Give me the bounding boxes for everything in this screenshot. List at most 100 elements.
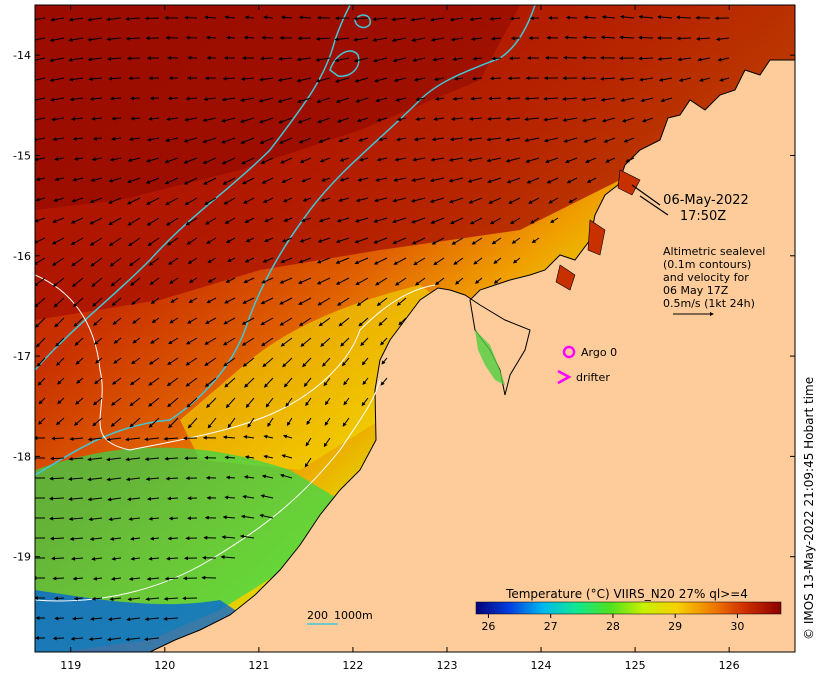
current-arrow [49, 516, 65, 521]
current-arrow [207, 277, 217, 283]
current-arrow [600, 76, 616, 81]
current-arrow [52, 636, 65, 641]
current-arrow [144, 617, 160, 622]
current-arrow [240, 514, 255, 519]
current-arrow [262, 257, 274, 263]
current-arrow [144, 637, 160, 642]
current-arrow [221, 157, 236, 165]
current-arrow [489, 16, 502, 21]
current-arrow [393, 177, 407, 182]
current-arrow [91, 277, 103, 287]
current-arrow [281, 237, 293, 243]
contour-200m [35, 5, 536, 476]
current-arrow [243, 197, 255, 204]
current-arrow [334, 57, 350, 63]
current-arrow [358, 317, 369, 327]
current-arrow [35, 37, 46, 42]
current-arrow [638, 35, 654, 40]
current-arrow [148, 116, 160, 121]
current-arrow [72, 177, 84, 182]
current-arrow [452, 96, 464, 101]
current-arrow [225, 397, 236, 409]
current-arrow [35, 117, 46, 122]
current-arrow [164, 456, 179, 461]
current-arrow [282, 434, 293, 439]
current-arrow [431, 237, 445, 245]
current-arrow [93, 317, 103, 326]
current-arrow [95, 357, 103, 364]
y-tick-label: -17 [13, 350, 31, 363]
current-arrow [109, 257, 122, 267]
current-arrow [109, 96, 122, 101]
current-arrow [225, 237, 236, 243]
current-arrow [467, 137, 483, 142]
colorbar-tick-label: 30 [730, 620, 744, 633]
argo-marker-icon [562, 345, 576, 359]
current-arrow [376, 297, 388, 307]
current-arrow [338, 137, 350, 143]
current-arrow [260, 56, 274, 61]
current-arrow [203, 97, 217, 102]
current-arrow [92, 417, 103, 427]
current-arrow [108, 76, 122, 81]
current-arrow [76, 377, 84, 384]
current-arrow [583, 137, 597, 143]
coastal-islands [555, 169, 641, 291]
current-arrow [242, 297, 255, 304]
current-arrow [658, 77, 673, 82]
current-arrow [37, 417, 46, 425]
current-arrow [71, 277, 84, 288]
x-axis: 119 120 121 122 123 124 125 126 [60, 5, 740, 672]
current-arrow [220, 555, 236, 560]
current-arrow [73, 596, 84, 601]
current-arrow [298, 137, 312, 144]
current-arrow [110, 277, 122, 287]
current-arrow [657, 15, 673, 20]
current-arrow [415, 97, 426, 102]
current-arrow [87, 497, 103, 502]
datetime-pointer [631, 184, 661, 206]
current-arrow [339, 177, 350, 182]
current-arrow [226, 35, 236, 40]
current-arrow [113, 357, 122, 364]
current-arrow [316, 257, 331, 264]
current-arrow [298, 317, 312, 327]
current-arrow [126, 617, 141, 622]
current-arrow [91, 116, 103, 121]
current-arrow [341, 357, 350, 367]
current-arrow [222, 515, 236, 520]
current-arrow [245, 237, 255, 243]
datetime-pointer-2 [639, 195, 669, 216]
current-arrow [52, 277, 65, 287]
current-arrow [127, 497, 141, 502]
current-arrow [279, 137, 293, 144]
current-arrow [207, 257, 217, 263]
current-arrow [493, 277, 502, 284]
current-arrow [204, 197, 217, 205]
current-arrow [106, 477, 122, 482]
current-arrow [530, 217, 540, 224]
current-arrow [239, 117, 255, 124]
current-arrow [550, 217, 559, 224]
current-arrow [75, 357, 84, 365]
current-arrow [71, 116, 84, 121]
current-arrow [323, 437, 331, 448]
current-arrow [411, 217, 426, 224]
current-arrow [263, 377, 274, 388]
current-arrow [487, 177, 502, 184]
current-arrow [265, 397, 274, 408]
current-arrow [205, 317, 217, 324]
current-arrow [224, 455, 236, 460]
current-arrow [395, 97, 407, 102]
current-arrow [53, 297, 65, 308]
current-arrow [70, 636, 84, 641]
current-arrow [506, 177, 521, 184]
current-arrow [261, 277, 274, 284]
current-arrow [149, 536, 160, 541]
current-arrow [280, 337, 293, 347]
current-arrow [57, 397, 65, 405]
drifter-label: drifter [576, 371, 610, 384]
current-arrow [106, 37, 122, 42]
current-arrow [50, 17, 65, 22]
current-arrow [260, 157, 274, 164]
